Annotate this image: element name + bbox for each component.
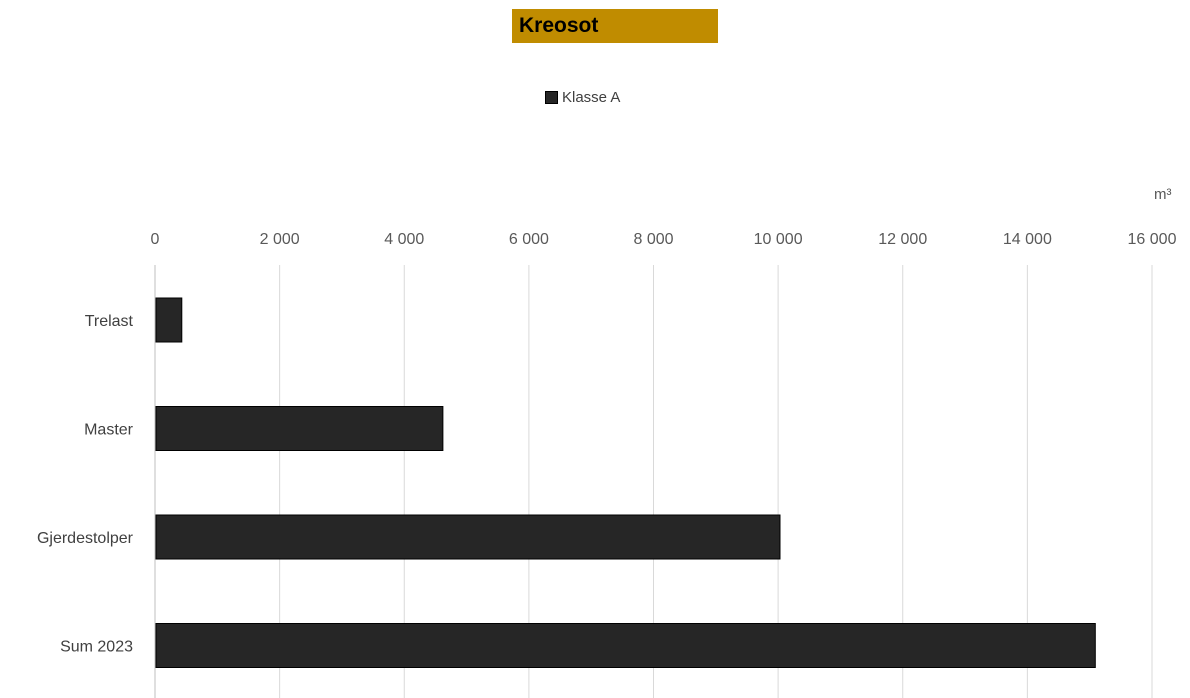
bar xyxy=(155,514,781,560)
x-tick-label: 8 000 xyxy=(633,231,673,248)
x-tick-label: 2 000 xyxy=(260,231,300,248)
chart-title: Kreosot xyxy=(512,9,718,43)
axis-unit-label: m³ xyxy=(1154,186,1172,203)
x-tick-label: 6 000 xyxy=(509,231,549,248)
bar xyxy=(155,623,1096,668)
x-tick-label: 12 000 xyxy=(878,231,927,248)
category-label: Trelast xyxy=(85,313,134,330)
x-tick-label: 4 000 xyxy=(384,231,424,248)
legend-label: Klasse A xyxy=(562,89,621,106)
x-tick-label: 14 000 xyxy=(1003,231,1052,248)
x-tick-label: 16 000 xyxy=(1128,231,1177,248)
legend-swatch xyxy=(545,91,558,104)
category-label: Master xyxy=(84,422,134,439)
bar xyxy=(155,297,183,343)
x-tick-label: 10 000 xyxy=(754,231,803,248)
category-label: Sum 2023 xyxy=(60,639,133,656)
bar xyxy=(155,406,444,451)
category-label: Gjerdestolper xyxy=(37,530,134,547)
legend: Klasse A xyxy=(545,89,620,106)
x-tick-label: 0 xyxy=(151,231,160,248)
